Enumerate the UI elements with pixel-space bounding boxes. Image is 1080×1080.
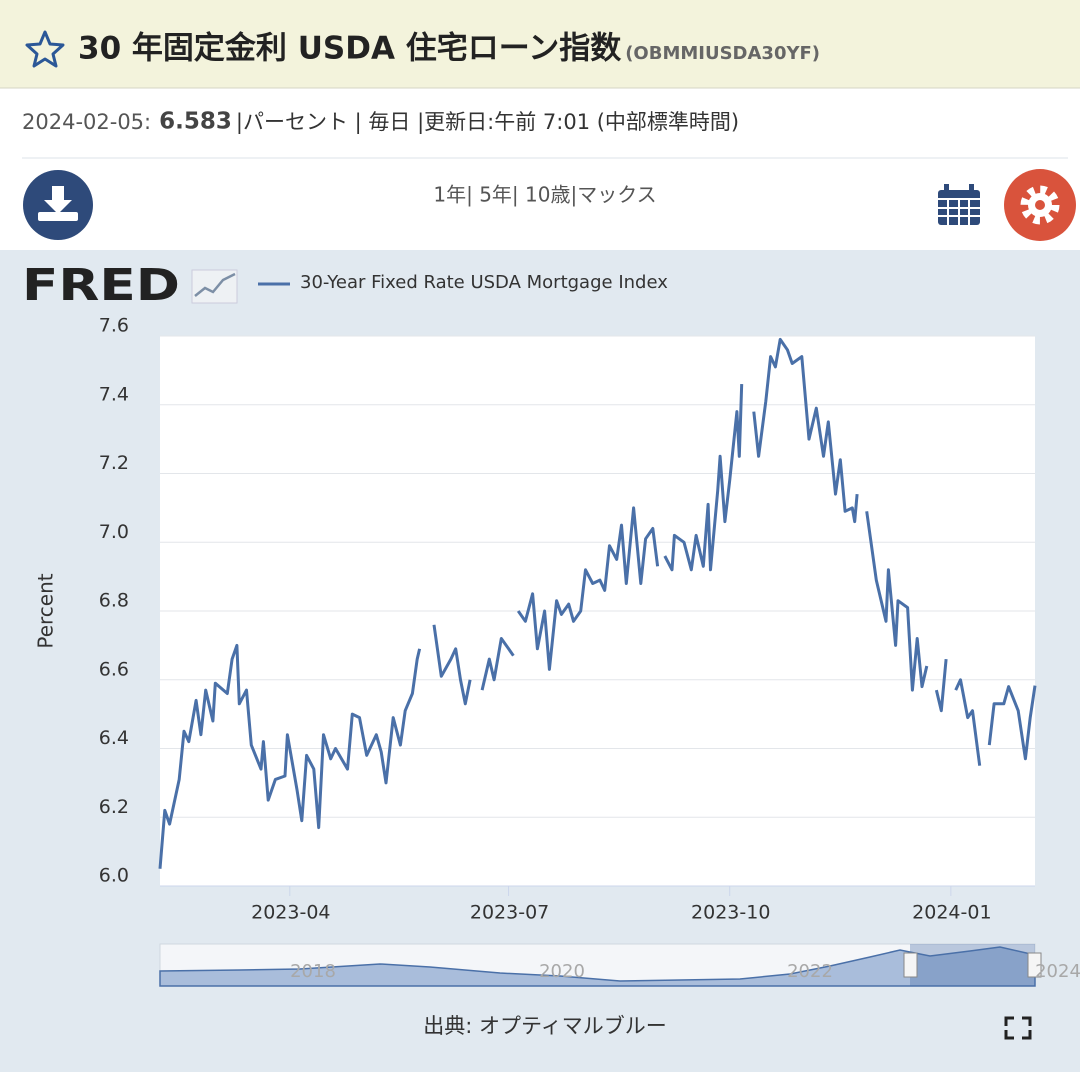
series-line: [158, 337, 1037, 869]
legend-label: 30-Year Fixed Rate USDA Mortgage Index: [300, 272, 668, 293]
header-bg: [0, 0, 1080, 88]
y-tick-label: 6.4: [99, 727, 129, 749]
y-tick-label: 6.2: [99, 796, 129, 818]
y-tick-label: 7.2: [99, 452, 129, 474]
y-tick-label: 6.8: [99, 590, 129, 612]
gear-teeth: [1020, 185, 1060, 225]
y-tick-label: 7.6: [99, 315, 129, 337]
navigator-handle[interactable]: [903, 952, 918, 978]
navigator[interactable]: [159, 943, 1042, 987]
download-tray: [38, 212, 78, 221]
fred-logo-icon: [191, 269, 238, 304]
download-arrow: [44, 186, 72, 214]
y-tick-label: 7.4: [99, 383, 129, 405]
navigator-handle[interactable]: [1027, 952, 1042, 978]
calendar-button[interactable]: [938, 184, 980, 225]
series-code: (OBMMIUSDA30YF): [625, 43, 820, 64]
obs-date: 2024-02-05:: [22, 110, 151, 134]
obs-meta: |パーセント | 毎日 |更新日:午前 7:01 (中部標準時間): [236, 110, 739, 135]
fullscreen-icon[interactable]: [1004, 1016, 1032, 1040]
calendar-ring: [969, 184, 974, 194]
x-tick-label: 2023-10: [691, 902, 770, 924]
settings-button[interactable]: [1004, 169, 1076, 241]
x-tick-label: 2024-01: [912, 902, 991, 924]
download-button[interactable]: [23, 170, 93, 240]
navigator-label: 2022: [787, 961, 833, 982]
y-tick-label: 6.0: [99, 865, 129, 887]
navigator-label: 2018: [290, 961, 336, 982]
title: 30 年固定金利 USDA 住宅ローン指数: [78, 31, 621, 67]
calendar-grid: [938, 198, 980, 225]
range-links[interactable]: 1年| 5年| 10歳|マックス: [433, 183, 656, 207]
x-tick-label: 2023-04: [251, 902, 330, 924]
logo-box: [191, 269, 238, 304]
y-tick-label: 7.0: [99, 521, 129, 543]
y-axis-label: Percent: [34, 573, 58, 648]
gear-hole: [1035, 200, 1045, 210]
calendar-ring: [944, 184, 949, 194]
fred-logo: FRED: [22, 260, 180, 311]
navigator-area: [159, 946, 1036, 987]
navigator-label: 2024: [1035, 961, 1080, 982]
logo-line: [194, 272, 236, 297]
navigator-selection: [910, 944, 1035, 986]
obs-value: 6.583: [159, 109, 232, 135]
navigator-label: 2020: [539, 961, 585, 982]
star-icon[interactable]: [25, 30, 65, 68]
x-tick-label: 2023-07: [470, 902, 549, 924]
source: 出典: オプティマルブルー: [423, 1014, 667, 1038]
y-tick-label: 6.6: [99, 658, 129, 680]
